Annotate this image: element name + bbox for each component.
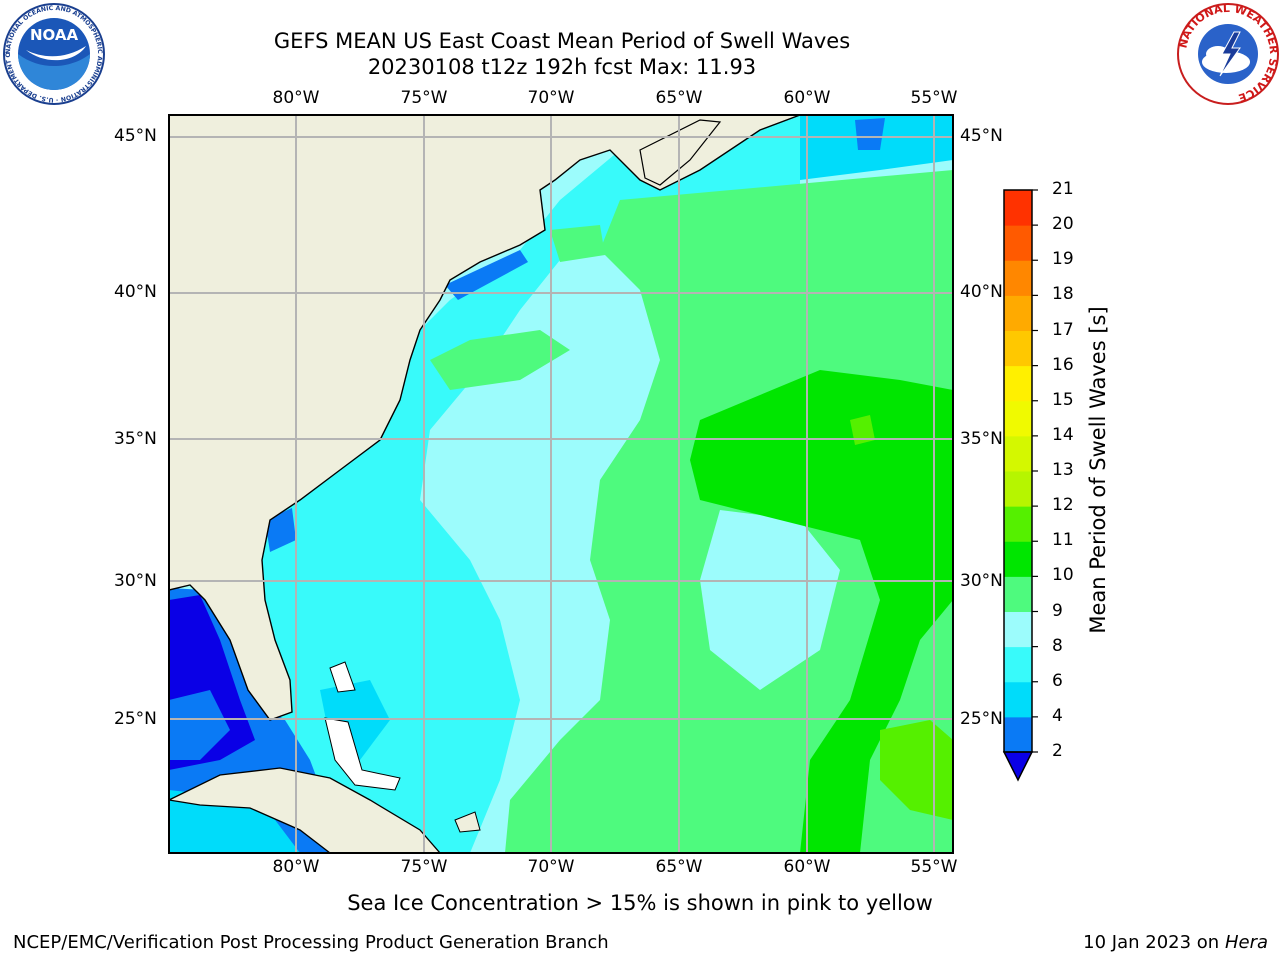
colorbar-segment (1004, 541, 1032, 577)
map-frame (168, 114, 954, 854)
colorbar-tick-label: 13 (1052, 460, 1074, 480)
lon-label-top-80: 80°W (272, 88, 320, 108)
footer-date-text: 10 Jan 2023 on (1083, 932, 1225, 953)
colorbar-tick-label: 14 (1052, 424, 1074, 445)
colorbar-tick-label: 18 (1052, 284, 1074, 305)
land-cuba (169, 767, 441, 853)
colorbar-segment (1004, 330, 1032, 367)
lon-label-bottom-70: 70°W (527, 857, 575, 877)
land-us-coast (169, 115, 801, 721)
colorbar-title: Mean Period of Swell Waves [s] (1086, 306, 1110, 634)
colorbar-tick-label: 21 (1052, 179, 1074, 199)
noaa-logo: NATIONAL OCEANIC AND ATMOSPHERIC ADMINIS… (2, 2, 105, 105)
lat-label-right-35: 35°N (960, 429, 1003, 449)
colorbar-extend-arrow (1002, 751, 1034, 782)
colorbar-tick-label: 16 (1052, 354, 1074, 375)
nws-logo: NATIONAL WEATHER SERVICE (1176, 2, 1280, 105)
lon-label-top-55: 55°W (910, 88, 958, 108)
lon-label-bottom-65: 65°W (655, 857, 703, 877)
colorbar-segment (1004, 646, 1032, 683)
chart-subtitle: 20230108 t12z 192h fcst Max: 11.93 (367, 55, 757, 79)
lon-label-top-65: 65°W (655, 88, 703, 108)
lat-label-right-45: 45°N (960, 126, 1003, 146)
colorbar-tick-label: 9 (1052, 600, 1063, 621)
lon-label-bottom-75: 75°W (400, 857, 448, 877)
lat-label-left-35: 35°N (114, 429, 157, 449)
lon-label-top-70: 70°W (527, 88, 575, 108)
colorbar-tick-label: 17 (1052, 319, 1074, 340)
colorbar-segment (1004, 190, 1032, 226)
lat-label-left-30: 30°N (114, 571, 157, 591)
colorbar-segment (1004, 295, 1032, 331)
lon-label-bottom-60: 60°W (783, 857, 831, 877)
colorbar-segment (1004, 576, 1032, 612)
colorbar-tick-label: 19 (1052, 249, 1074, 270)
colorbar-tick-label: 4 (1052, 705, 1063, 726)
colorbar-tick-label: 20 (1052, 214, 1074, 235)
lat-label-left-45: 45°N (114, 126, 157, 146)
colorbar-tick-label: 10 (1052, 565, 1074, 586)
colorbar-segment (1004, 225, 1032, 261)
lon-label-bottom-80: 80°W (272, 857, 320, 877)
colorbar-segment (1004, 681, 1032, 718)
colorbar-segment (1004, 400, 1032, 437)
footer-date: 10 Jan 2023 on Hera (1083, 932, 1268, 953)
colorbar-segment (1004, 365, 1032, 402)
colorbar-segment (1004, 611, 1032, 648)
lon-label-top-60: 60°W (783, 88, 831, 108)
svg-text:NOAA: NOAA (30, 26, 79, 44)
lat-label-right-40: 40°N (960, 282, 1003, 302)
cyan-band (169, 115, 800, 853)
bright-green-region (690, 370, 953, 853)
colorbar-segment (1004, 471, 1032, 507)
colorbar-tick-label: 8 (1052, 635, 1063, 656)
sea-ice-note: Sea Ice Concentration > 15% is shown in … (347, 891, 933, 915)
colorbar-tick-label: 2 (1052, 741, 1063, 761)
colorbar-segment (1004, 716, 1032, 753)
colorbar-tick-label: 15 (1052, 389, 1074, 410)
lon-label-top-75: 75°W (400, 88, 448, 108)
colorbar-tick-label: 11 (1052, 530, 1074, 551)
lon-label-bottom-55: 55°W (910, 857, 958, 877)
colorbar-tick-label: 12 (1052, 495, 1074, 516)
chart-title: GEFS MEAN US East Coast Mean Period of S… (273, 29, 851, 53)
lat-label-left-40: 40°N (114, 282, 157, 302)
colorbar (1002, 189, 1038, 782)
colorbar-segment (1004, 260, 1032, 296)
lat-label-left-25: 25°N (114, 709, 157, 729)
colorbar-segment (1004, 435, 1032, 472)
footer-credit: NCEP/EMC/Verification Post Processing Pr… (13, 932, 609, 953)
graticule (169, 115, 953, 853)
footer-host: Hera (1224, 932, 1268, 953)
lat-label-right-30: 30°N (960, 571, 1003, 591)
lat-label-right-25: 25°N (960, 709, 1003, 729)
colorbar-segment (1004, 506, 1032, 542)
colorbar-tick-label: 6 (1052, 670, 1063, 691)
